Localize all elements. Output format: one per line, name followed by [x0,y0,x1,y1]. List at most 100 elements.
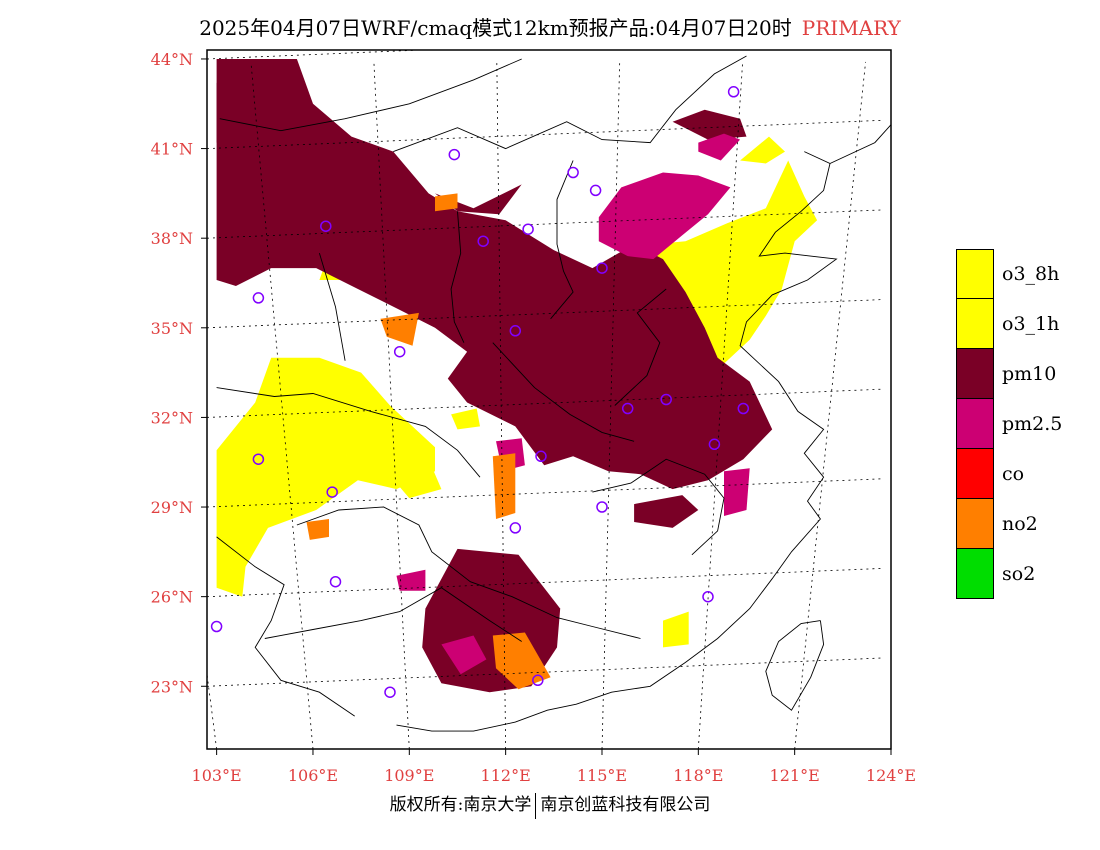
station-marker [393,345,406,358]
pm10-region-5 [216,82,249,143]
copyright-right: 南京创蓝科技有限公司 [540,795,711,815]
legend-item-no2: no2 [956,499,1062,549]
lat-tick-label: 32°N [151,408,193,427]
lon-tick-label: 112°E [481,766,531,785]
station-marker [727,86,740,98]
parallel-41 [207,119,882,149]
station-marker [596,501,608,513]
primary-tag: PRIMARY [801,16,901,40]
station-marker [320,220,332,232]
station-marker [477,235,489,247]
station-marker [509,325,522,337]
station-marker [532,674,544,687]
border-line-5 [450,211,465,343]
station-marker [329,575,342,588]
meridian-118 [697,61,743,749]
legend-label: co [1002,463,1025,485]
pm10-region-4 [672,109,747,140]
station-marker [522,223,534,235]
lon-tick-label: 115°E [577,766,627,785]
border-line-10 [614,288,667,406]
station-marker [252,292,265,304]
border-line-6 [550,160,574,320]
station-marker [737,402,750,415]
no2-layer [306,193,551,690]
parallel-38 [207,209,882,239]
lon-tick-label: 103°E [192,766,242,785]
border-line-0 [396,151,838,732]
pm10-region-0 [216,59,773,490]
station-marker [326,486,338,498]
legend-swatch [956,249,994,299]
legend-label: so2 [1002,563,1036,585]
legend-item-pm25: pm2.5 [956,399,1062,449]
station-marker [509,522,522,534]
legend-label: no2 [1002,513,1038,535]
legend-item-co: co [956,449,1062,499]
legend-label: pm2.5 [1002,413,1063,435]
o3-region-6 [740,136,785,164]
legend-item-o3-8h: o3_8h [956,249,1062,299]
no2-region-0 [492,453,516,519]
lon-tick-label: 121°E [770,766,820,785]
pm10-region-3 [634,495,699,528]
legend-swatch [956,449,994,499]
pm25-region-3 [724,468,750,516]
station-marker [621,402,634,415]
lon-tick-label: 109°E [384,766,434,785]
legend-item-pm10: pm10 [956,349,1062,399]
lat-tick-label: 26°N [151,588,193,607]
border-line-2 [765,620,825,711]
pm25-region-1 [698,133,741,161]
legend-swatch [956,549,994,599]
pm25-region-0 [598,172,731,260]
parallel-26 [207,568,882,598]
meridian-121 [794,61,866,749]
lat-tick-label: 41°N [151,140,193,159]
no2-region-4 [306,519,329,540]
legend-swatch [956,299,994,349]
station-marker [708,438,721,451]
copyright-left: 版权所有:南京大学 [389,795,532,815]
parallel-32 [207,388,882,418]
parallel-23 [207,657,882,687]
o3-region-3 [383,459,442,499]
legend-label: o3_8h [1002,263,1060,285]
lon-tick-label: 106°E [288,766,338,785]
meridian-115 [601,61,621,749]
legend-label: o3_1h [1002,313,1060,335]
legend-item-o3-1h: o3_1h [956,299,1062,349]
lon-tick-label: 118°E [673,766,723,785]
lat-tick-label: 29°N [151,498,193,517]
station-marker [660,393,672,406]
border-line-3 [219,58,522,132]
legend-swatch [956,349,994,399]
meridian-103 [207,671,217,749]
no2-region-2 [380,312,419,346]
station-marker [448,148,461,161]
lon-tick-label: 124°E [866,766,916,785]
map-frame [206,49,892,750]
o3-region-2 [451,408,480,430]
copyright-divider [535,792,537,819]
border-line-13 [318,252,346,361]
map-title: 2025年04月07日WRF/cmaq模式12km预报产品:04月07日20时 P… [0,12,1100,41]
border-line-4 [393,55,747,153]
pm25-region-5 [396,569,426,591]
copyright: 版权所有:南京大学 南京创蓝科技有限公司 [0,790,1100,819]
parallel-29 [207,478,882,508]
border-line-14 [492,342,635,442]
parallel-35 [207,299,882,329]
axis-ticks: 103°E 106°E 109°E 112°E 115°E 118°E 121°E 124°E… [151,50,916,785]
lat-tick-label: 23°N [151,677,193,696]
station-marker [702,590,714,603]
station-marker [589,184,602,197]
title-text: 2025年04月07日WRF/cmaq模式12km预报产品:04月07日20时 [199,16,792,40]
border-line-12 [216,536,355,717]
station-marker [210,620,223,633]
lat-tick-label: 38°N [151,229,193,248]
border-line-1 [829,124,891,164]
o3-region-1 [216,357,435,597]
pm25-region-4 [441,635,487,675]
border-line-7 [216,387,481,478]
